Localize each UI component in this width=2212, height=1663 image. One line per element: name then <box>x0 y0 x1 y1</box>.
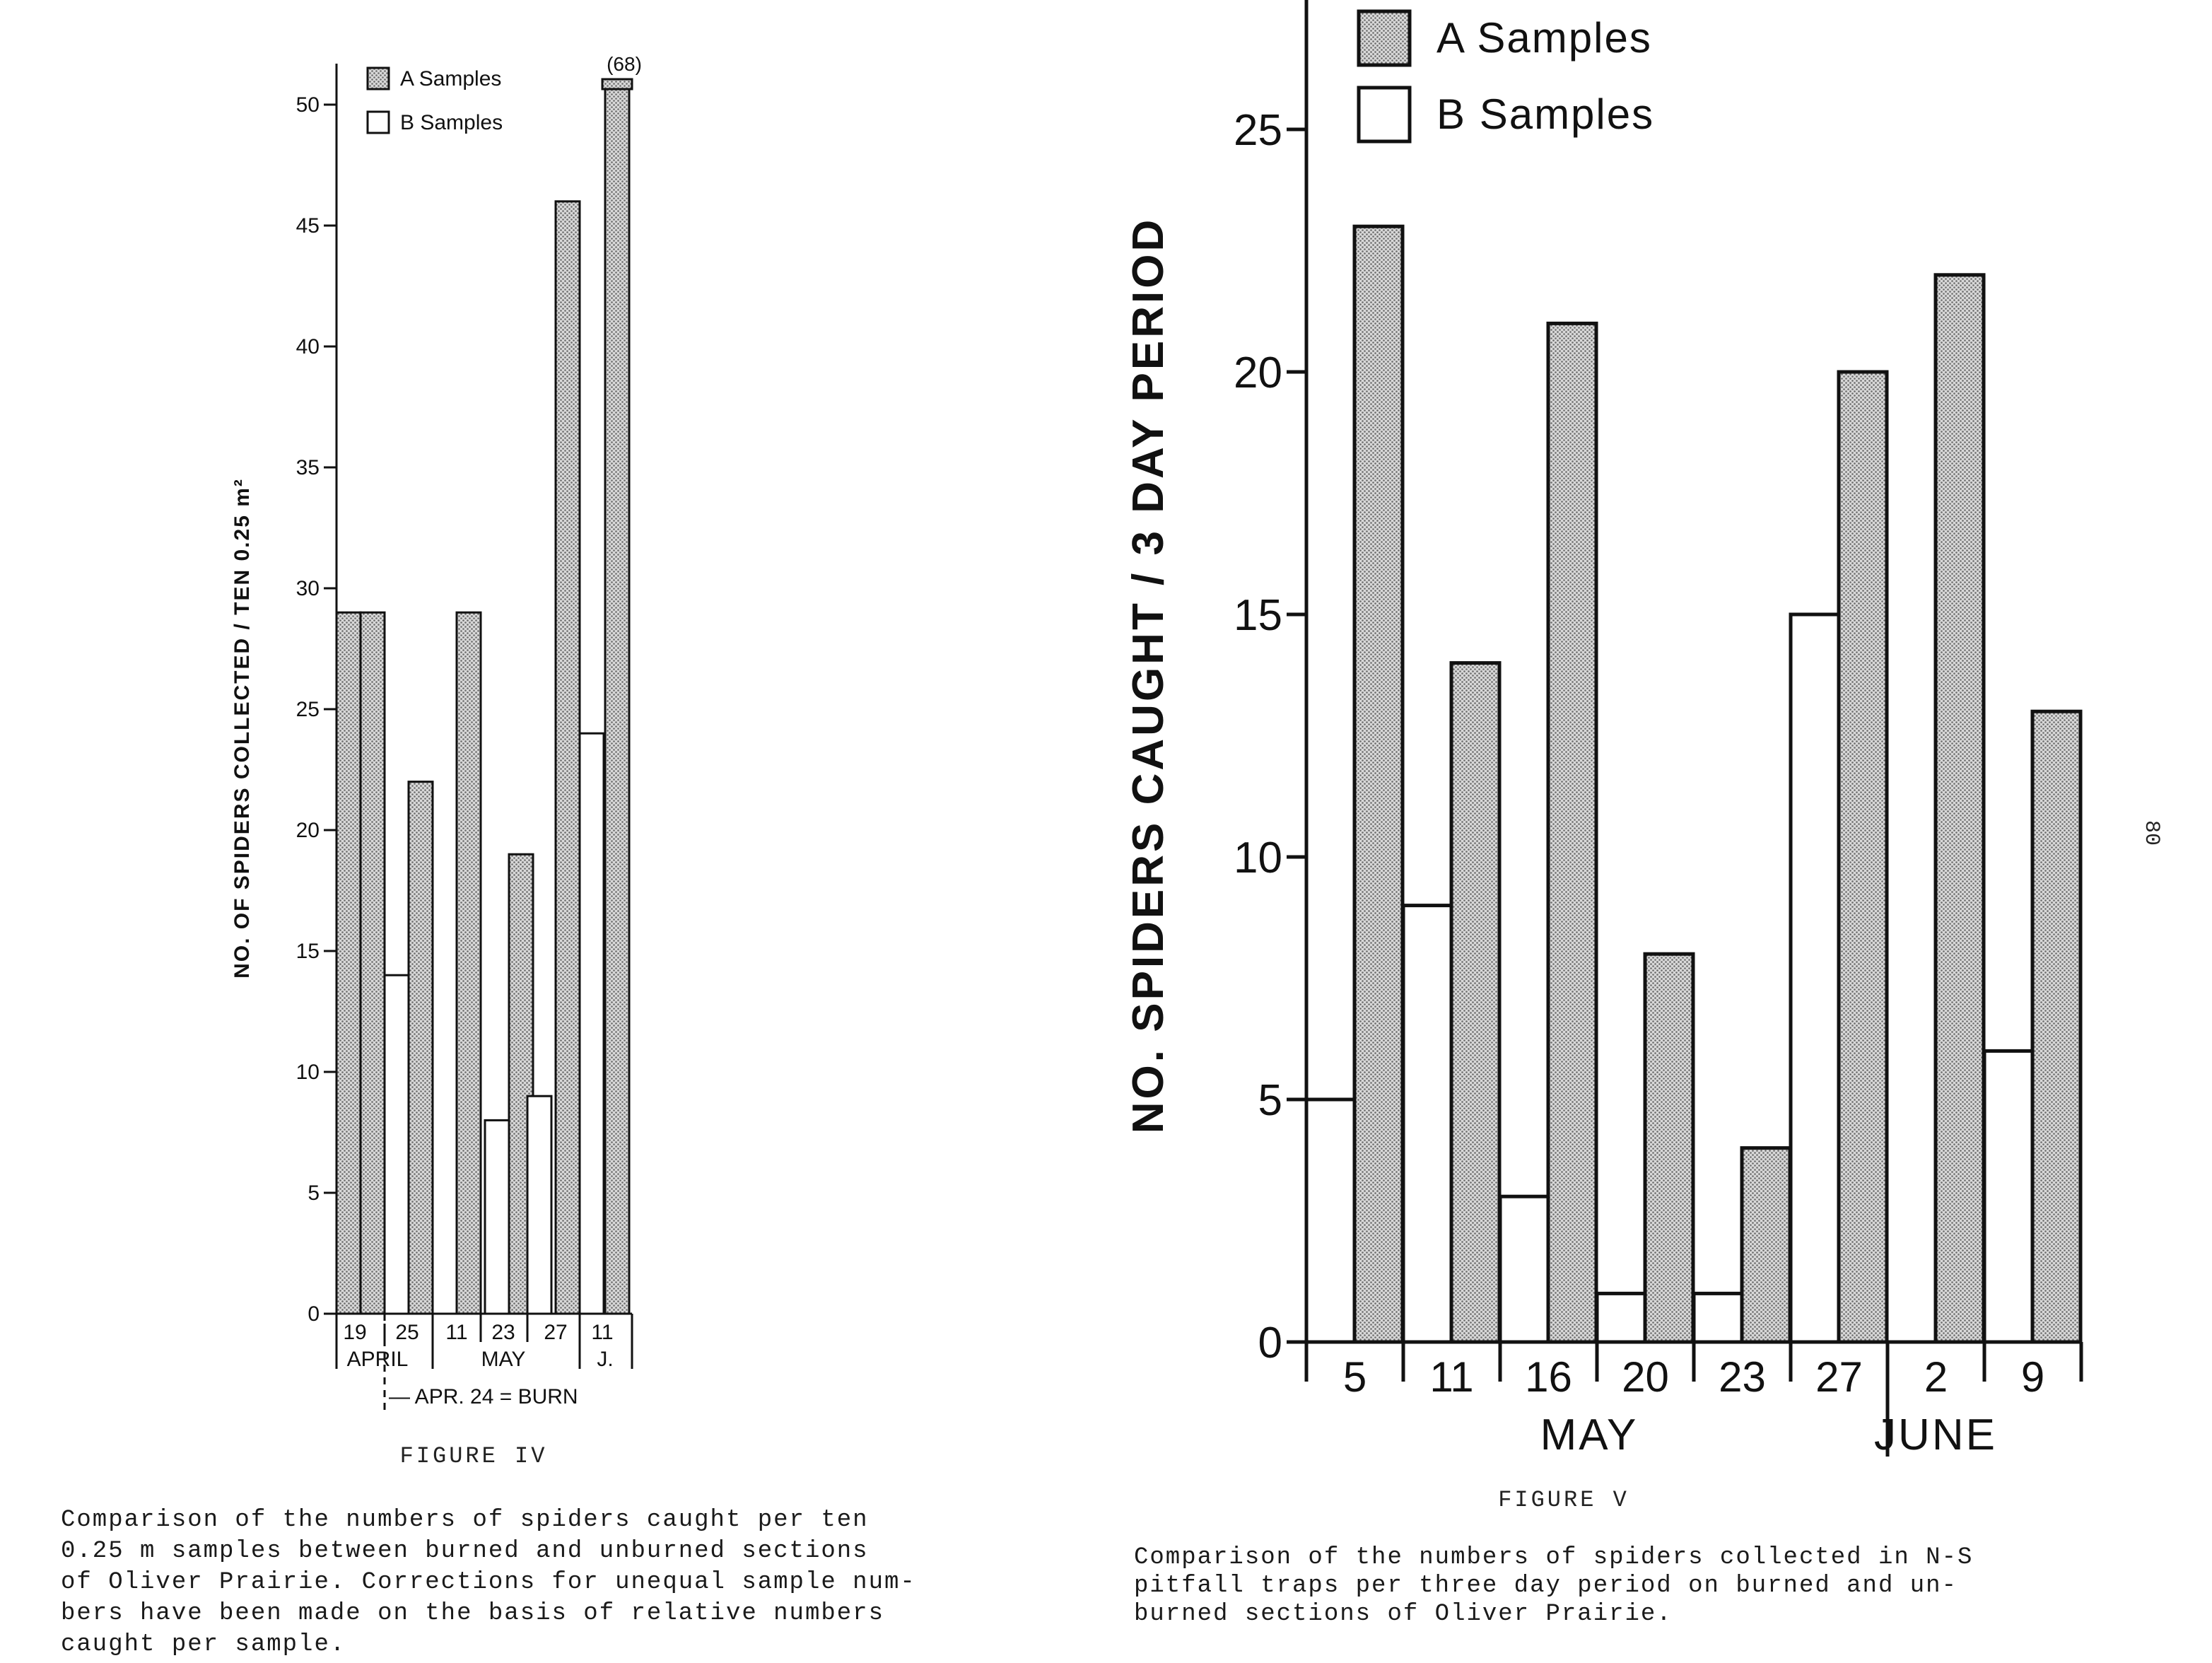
bar-b-samples <box>578 732 605 1315</box>
month-label: APRIL <box>347 1348 409 1371</box>
bar-a-samples <box>455 611 482 1315</box>
x-tick-label: 2 <box>1924 1353 1948 1401</box>
legend-swatch-b <box>366 110 390 134</box>
y-tick-label: 35 <box>296 456 320 479</box>
y-tick-label: 15 <box>1234 591 1282 640</box>
x-tick-label: 23 <box>491 1321 515 1344</box>
overflow-marker <box>601 78 633 91</box>
bar-a-samples <box>554 200 581 1315</box>
bar-b-samples <box>526 1095 553 1315</box>
x-tick-label: 11 <box>1429 1353 1473 1401</box>
figure-iv-chart: 19 25 11 23 27 11 0 5 10 15 20 25 30 35 40 45 50 APRIL MAY… <box>230 53 642 1469</box>
bar-a-samples <box>1933 273 1986 1344</box>
x-tick-label: 5 <box>1343 1353 1367 1401</box>
bar-a-samples <box>2030 709 2083 1344</box>
y-tick-label: 20 <box>296 819 320 842</box>
legend-label-b: B Samples <box>1436 91 1654 138</box>
figure-iv-y-axis-label: NO. OF SPIDERS COLLECTED / TEN 0.25 m² <box>230 478 254 979</box>
bar-b-samples <box>335 611 362 1315</box>
y-tick-label: 40 <box>296 335 320 358</box>
legend-swatch-a <box>366 66 390 91</box>
x-tick-label: 27 <box>544 1321 567 1344</box>
x-tick-label: 16 <box>1525 1353 1572 1401</box>
y-tick-label: 15 <box>296 940 320 963</box>
y-tick-label: 25 <box>296 698 320 721</box>
overflow-label: (68) <box>607 53 642 75</box>
x-tick-label: 25 <box>395 1321 419 1344</box>
x-tick-label: 23 <box>1719 1353 1766 1401</box>
bar-b-samples <box>1304 1097 1357 1344</box>
month-label: MAY <box>481 1348 526 1371</box>
bar-a-samples <box>1449 661 1502 1344</box>
y-tick-label: 0 <box>1258 1319 1282 1367</box>
bar-a-samples <box>1352 224 1405 1344</box>
bar-a-samples <box>407 781 434 1315</box>
figure-v-y-axis-label: NO. SPIDERS CAUGHT / 3 DAY PERIOD <box>1124 217 1173 1133</box>
bar-b-samples <box>1498 1194 1550 1344</box>
figure-v-caption: Comparison of the numbers of spiders col… <box>1134 1544 1974 1628</box>
bar-a-samples <box>1740 1146 1792 1344</box>
x-tick-label: 9 <box>2021 1353 2044 1401</box>
x-tick-label: 20 <box>1622 1353 1669 1401</box>
x-tick-label: 27 <box>1815 1353 1863 1401</box>
bar-a-samples <box>1546 321 1598 1344</box>
y-tick-label: 30 <box>296 577 320 600</box>
figure-v-legend: A Samples B Samples <box>1357 9 1654 144</box>
y-tick-label: 50 <box>296 93 320 117</box>
y-tick-label: 5 <box>1258 1076 1282 1125</box>
y-tick-label: 5 <box>308 1181 320 1205</box>
figure-iv-caption: Comparison of the numbers of spiders cau… <box>61 1507 916 1658</box>
legend-label-a: A Samples <box>1436 14 1652 62</box>
y-tick-label: 25 <box>1234 106 1282 155</box>
month-label: JUNE <box>1874 1411 1997 1459</box>
bar-a-samples <box>1837 370 1889 1344</box>
figure-v-label: FIGURE V <box>1498 1487 1629 1513</box>
legend-swatch-a <box>1357 9 1412 67</box>
bar-b-samples <box>1789 612 1841 1344</box>
y-tick-label: 20 <box>1234 349 1282 397</box>
month-label: J. <box>597 1348 613 1371</box>
y-tick-label: 10 <box>1234 834 1282 882</box>
figure-iv-legend: A Samples B Samples <box>366 66 503 134</box>
bar-b-samples <box>1692 1291 1744 1344</box>
bar-a-samples <box>604 79 631 1315</box>
figure-v-chart: 5 11 16 20 23 27 2 9 0 5 10 15 20 25 MAY JUNE NO. SPIDE… <box>1124 0 2083 1513</box>
figure-iv-label: FIGURE IV <box>400 1443 548 1469</box>
legend-label-b: B Samples <box>400 111 503 134</box>
y-tick-label: 10 <box>296 1061 320 1084</box>
page-number: 80 <box>2139 820 2163 846</box>
x-tick-label: 11 <box>591 1321 613 1344</box>
y-tick-label: 45 <box>296 214 320 238</box>
legend-swatch-b <box>1357 86 1412 144</box>
bar-b-samples <box>1595 1291 1647 1344</box>
bar-a-samples <box>359 611 386 1315</box>
month-label: MAY <box>1540 1411 1639 1459</box>
bar-a-samples <box>1643 952 1695 1344</box>
x-tick-label: 19 <box>343 1321 366 1344</box>
bar-b-samples <box>383 974 410 1315</box>
burn-annotation: — APR. 24 = BURN <box>389 1385 578 1408</box>
bar-b-samples <box>484 1119 510 1315</box>
x-tick-label: 11 <box>445 1321 467 1344</box>
y-tick-label: 0 <box>308 1302 320 1326</box>
bar-b-samples <box>1982 1049 2035 1344</box>
bar-b-samples <box>1401 904 1453 1344</box>
legend-label-a: A Samples <box>400 67 501 91</box>
